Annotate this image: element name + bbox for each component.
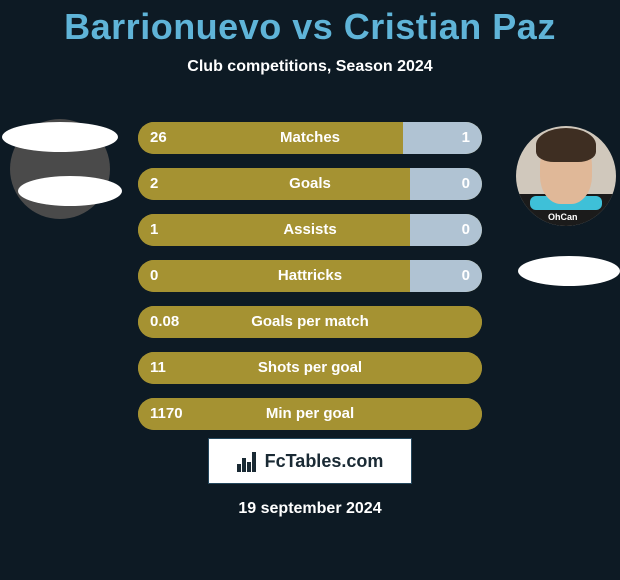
stat-value-right: 1 [462, 122, 470, 154]
stat-label: Shots per goal [138, 352, 482, 384]
stat-value-right: 0 [462, 214, 470, 246]
decorative-ellipse [2, 122, 118, 152]
decorative-ellipse [518, 256, 620, 286]
decorative-ellipse [18, 176, 122, 206]
stat-value-right: 0 [462, 260, 470, 292]
footer-date: 19 september 2024 [0, 500, 620, 518]
stat-label: Hattricks [138, 260, 482, 292]
page-title: Barrionuevo vs Cristian Paz [0, 0, 620, 48]
stat-value-left: 0 [150, 260, 158, 292]
brand-badge: FcTables.com [208, 438, 412, 484]
player-right-avatar: OhCan [516, 126, 616, 226]
stat-label: Min per goal [138, 398, 482, 430]
stat-label: Assists [138, 214, 482, 246]
stat-label: Goals [138, 168, 482, 200]
stat-value-right: 0 [462, 168, 470, 200]
stat-row: Min per goal1170 [138, 398, 482, 430]
stat-row: Hattricks0 0 [138, 260, 482, 292]
stat-value-left: 26 [150, 122, 167, 154]
stat-label: Matches [138, 122, 482, 154]
stat-rows-container: Matches261Goals20Assists10Hattricks00Goa… [138, 122, 482, 444]
brand-text: FcTables.com [265, 451, 384, 472]
stat-value-left: 1 [150, 214, 158, 246]
stat-row: Shots per goal11 [138, 352, 482, 384]
chart-icon [237, 450, 259, 472]
stat-value-left: 11 [150, 352, 166, 384]
stat-value-left: 2 [150, 168, 158, 200]
stat-value-left: 0.08 [150, 306, 179, 338]
stat-row: Goals2 0 [138, 168, 482, 200]
stat-row: Goals per match0.08 [138, 306, 482, 338]
page-subtitle: Club competitions, Season 2024 [0, 58, 620, 76]
stat-row: Assists1 0 [138, 214, 482, 246]
stat-value-left: 1170 [150, 398, 183, 430]
stat-label: Goals per match [138, 306, 482, 338]
stat-row: Matches26 1 [138, 122, 482, 154]
